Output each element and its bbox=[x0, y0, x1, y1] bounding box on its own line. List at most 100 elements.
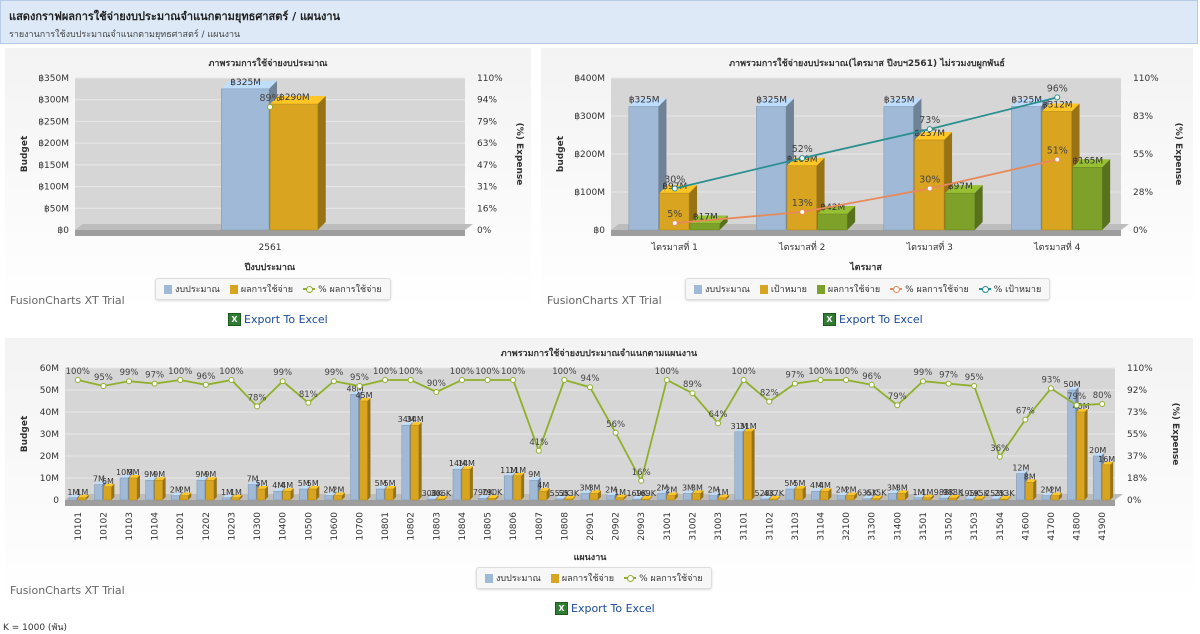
bar-งบประมาณ-top bbox=[504, 472, 516, 476]
line-point bbox=[894, 402, 901, 409]
chart-quarter-legend: งบประมาณ เป้าหมาย ผลการใช้จ่าย % ผลการใช… bbox=[685, 278, 1051, 300]
x-tick-label: 2561 bbox=[259, 243, 282, 253]
y2-tick-label: 110% bbox=[1133, 74, 1159, 84]
bar-เป้าหมาย bbox=[786, 165, 817, 231]
bar-งบประมาณ bbox=[683, 493, 692, 501]
x-tick-label: 31502 bbox=[945, 512, 955, 541]
line-point bbox=[926, 126, 933, 133]
bar-งบประมาณ-top bbox=[709, 492, 721, 496]
data-label: 40M bbox=[1073, 402, 1090, 411]
unit-footnote: K = 1000 (พัน) bbox=[3, 623, 68, 633]
data-label: 195K bbox=[968, 489, 989, 498]
legend-plan-pct[interactable]: % ผลการใช้จ่าย bbox=[624, 571, 703, 585]
line-point bbox=[267, 104, 273, 111]
export-excel-button-1[interactable]: X Export To Excel bbox=[228, 313, 328, 326]
bar-ผลการใช้จ่าย-side bbox=[597, 490, 601, 500]
line-label: 100% bbox=[552, 367, 576, 377]
bar-งบประมาณ-top bbox=[478, 495, 490, 499]
legend-q-budget[interactable]: งบประมาณ bbox=[694, 282, 750, 296]
bar-ผลการใช้จ่าย-side bbox=[290, 488, 294, 500]
data-label: 4M bbox=[819, 481, 831, 490]
line-label: 100% bbox=[808, 367, 832, 377]
bar-งบประมาณ bbox=[375, 488, 385, 501]
bar-งบประมาณ-top bbox=[196, 477, 208, 481]
bar-ผลการใช้จ่าย bbox=[820, 490, 829, 501]
chart-quarter: ภาพรวมการใช้จ่ายงบประมาณ(ไตรมาส ปีงบฯ256… bbox=[556, 57, 1183, 273]
bar-งบประมาณ-top bbox=[837, 492, 849, 496]
bar-ผลการใช้จ่าย-side bbox=[418, 422, 422, 500]
bar-ผลการใช้จ่าย-side bbox=[700, 490, 704, 500]
data-label: 2M bbox=[836, 486, 848, 495]
bar-ผลการใช้จ่าย-side bbox=[393, 486, 397, 500]
data-label: 3M bbox=[588, 483, 600, 492]
bar-ผลการใช้จ่าย-top bbox=[436, 496, 448, 499]
bar-ผลการใช้จ่าย bbox=[77, 497, 87, 501]
bar-งบประมาณ bbox=[171, 495, 180, 501]
legend-q-pct-target[interactable]: % เป้าหมาย bbox=[978, 282, 1041, 296]
excel-icon: X bbox=[555, 602, 568, 615]
bar-ผลการใช้จ่าย bbox=[128, 477, 138, 501]
line-point bbox=[868, 381, 875, 388]
legend-plan-budget[interactable]: งบประมาณ bbox=[485, 571, 541, 585]
x-tick-label: 31400 bbox=[893, 512, 903, 541]
bar-ผลการใช้จ่าย-side bbox=[974, 185, 983, 230]
bar-งบประมาณ bbox=[478, 497, 487, 501]
bar-ผลการใช้จ่าย-top bbox=[1025, 479, 1037, 483]
bar-งบประมาณ bbox=[222, 497, 231, 501]
y2-tick-label: 79% bbox=[477, 117, 497, 127]
bar-ผลการใช้จ่าย-top bbox=[769, 496, 781, 499]
y-tick-label: 50M bbox=[40, 386, 59, 396]
legend-budget[interactable]: งบประมาณ bbox=[164, 282, 220, 296]
data-label: 12M bbox=[1012, 464, 1029, 473]
bar-ผลการใช้จ่าย-side bbox=[649, 496, 653, 500]
data-label: 2M bbox=[179, 486, 191, 495]
line-point bbox=[919, 378, 926, 385]
line-point bbox=[671, 185, 678, 192]
legend-q-pct-spend[interactable]: % ผลการใช้จ่าย bbox=[890, 282, 969, 296]
x-tick-label: 31104 bbox=[816, 512, 826, 541]
bar-งบประมาณ-top bbox=[376, 486, 388, 489]
legend-q-target[interactable]: เป้าหมาย bbox=[759, 282, 807, 296]
line-point bbox=[433, 389, 440, 395]
bar-ผลการใช้จ่าย-top bbox=[564, 495, 576, 499]
line-point bbox=[279, 378, 286, 385]
x-tick-label: 41900 bbox=[1098, 512, 1108, 541]
bar-ผลการใช้จ่าย-side bbox=[316, 486, 320, 500]
bar-งบประมาณ-top bbox=[913, 494, 925, 498]
excel-icon: X bbox=[823, 313, 836, 326]
bar-ผลการใช้จ่าย-top bbox=[257, 486, 269, 489]
data-label: 9M bbox=[204, 470, 216, 479]
bar-ผลการใช้จ่าย-top bbox=[385, 486, 397, 489]
bar-งบประมาณ bbox=[883, 106, 914, 231]
legend-pct-spend[interactable]: % ผลการใช้จ่าย bbox=[303, 282, 382, 296]
line-point bbox=[799, 209, 806, 216]
line-point bbox=[971, 383, 978, 389]
data-label: 1M bbox=[230, 488, 242, 497]
bar-งบประมาณ-top bbox=[990, 496, 1002, 499]
line-label: 78% bbox=[248, 393, 267, 403]
bar-งบประมาณ-side bbox=[435, 496, 439, 500]
data-label: 2M bbox=[1040, 486, 1052, 495]
data-label: 2M bbox=[1049, 486, 1061, 495]
legend-plan-spend[interactable]: ผลการใช้จ่าย bbox=[550, 571, 614, 585]
bar-ผลการใช้จ่าย-side bbox=[111, 483, 115, 500]
bar-ผลการใช้จ่าย bbox=[871, 498, 880, 501]
legend-spend[interactable]: ผลการใช้จ่าย bbox=[229, 282, 293, 296]
page-header: แสดงกราฟผลการใช้จ่ายงบประมาณจำแนกตามยุทธ… bbox=[0, 0, 1198, 44]
bar-งบประมาณ-top bbox=[171, 492, 183, 496]
export-excel-button-3[interactable]: X Export To Excel bbox=[555, 602, 655, 615]
x-tick-label: 10203 bbox=[227, 512, 237, 541]
bar-งบประมาณ bbox=[427, 498, 436, 501]
bar-ผลการใช้จ่าย bbox=[154, 479, 163, 501]
line-point bbox=[817, 377, 824, 383]
bar-ผลการใช้จ่าย-side bbox=[956, 495, 960, 500]
legend-q-spend[interactable]: ผลการใช้จ่าย bbox=[816, 282, 880, 296]
bar-ผลการใช้จ่าย-side bbox=[265, 486, 269, 500]
x-tick-label: ไตรมาสที่ 3 bbox=[906, 240, 953, 253]
bar-งบประมาณ bbox=[401, 424, 410, 501]
bar-งบประมาณ bbox=[657, 493, 667, 501]
line-label: 56% bbox=[606, 420, 625, 430]
export-excel-button-2[interactable]: X Export To Excel bbox=[823, 313, 923, 326]
data-label: 5M bbox=[298, 479, 310, 488]
x-tick-label: 31504 bbox=[996, 512, 1006, 541]
